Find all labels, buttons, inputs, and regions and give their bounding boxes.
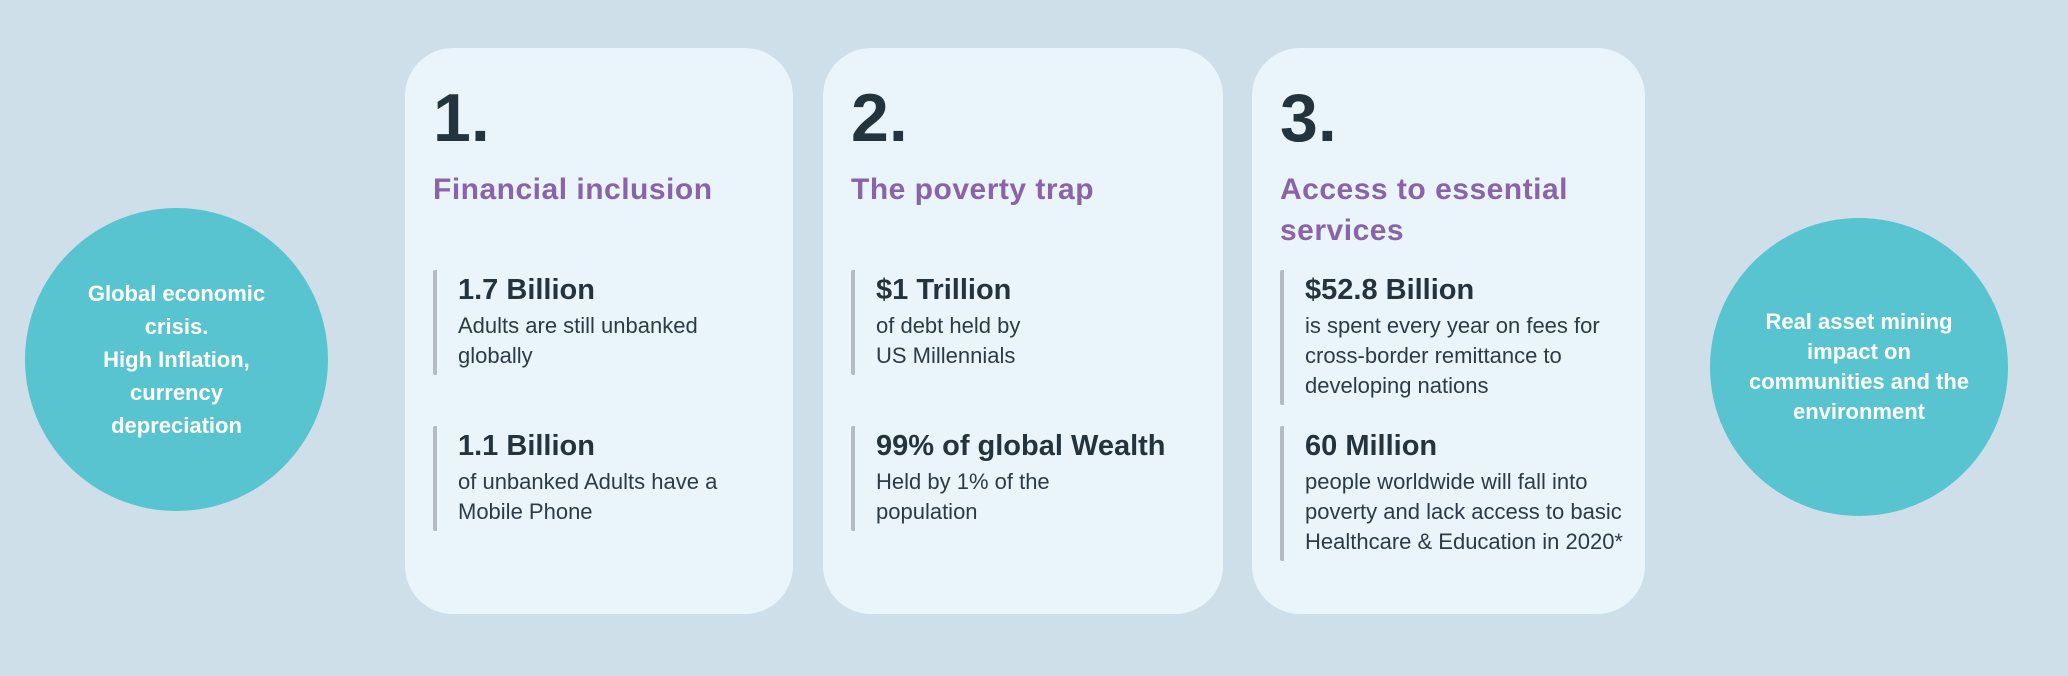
stat-description: Held by 1% of the population xyxy=(876,469,1050,525)
right-context-circle: Real asset mining impact on communities … xyxy=(1710,218,2008,516)
card-2-stat-1: $1 Trillion of debt held by US Millennia… xyxy=(851,270,1207,376)
stat-value: $1 Trillion xyxy=(876,274,1012,306)
card-3-stat-1: $52.8 Billion is spent every year on fee… xyxy=(1280,270,1629,405)
left-circle-text: Global economic crisis. High Inflation, … xyxy=(87,281,266,438)
card-2-title: The poverty trap xyxy=(851,173,1095,206)
stat-description: of unbanked Adults have a Mobile Phone xyxy=(458,469,718,525)
card-1-stat-1: 1.7 Billion Adults are still unbanked gl… xyxy=(433,270,777,376)
stat-value: 1.1 Billion xyxy=(458,430,595,462)
stat-value: 99% of global Wealth xyxy=(876,430,1166,462)
card-3-stat-2: 60 Million people worldwide will fall in… xyxy=(1280,426,1629,561)
stat-description: is spent every year on fees for cross-bo… xyxy=(1305,313,1600,399)
problem-card-2: 2. The poverty trap $1 Trillion of debt … xyxy=(823,48,1223,614)
left-context-circle: Global economic crisis. High Inflation, … xyxy=(25,208,328,511)
card-2-stat-2: 99% of global Wealth Held by 1% of the p… xyxy=(851,426,1207,532)
problem-card-3: 3. Access to essential services $52.8 Bi… xyxy=(1252,48,1645,614)
stat-value: 60 Million xyxy=(1305,430,1438,462)
stat-value: $52.8 Billion xyxy=(1305,274,1475,306)
stat-description: of debt held by US Millennials xyxy=(876,313,1021,369)
card-1-stat-2: 1.1 Billion of unbanked Adults have a Mo… xyxy=(433,426,777,532)
card-2-number: 2. xyxy=(851,80,908,156)
card-1-title: Financial inclusion xyxy=(433,173,713,206)
problem-card-1: 1. Financial inclusion 1.7 Billion Adult… xyxy=(405,48,793,614)
right-circle-text: Real asset mining impact on communities … xyxy=(1748,308,1970,425)
card-3-title: Access to essential services xyxy=(1280,173,1568,247)
card-3-number: 3. xyxy=(1280,80,1337,156)
stat-value: 1.7 Billion xyxy=(458,274,595,306)
stat-description: Adults are still unbanked globally xyxy=(458,313,698,369)
stat-description: people worldwide will fall into poverty … xyxy=(1305,469,1623,555)
card-1-number: 1. xyxy=(433,80,490,156)
